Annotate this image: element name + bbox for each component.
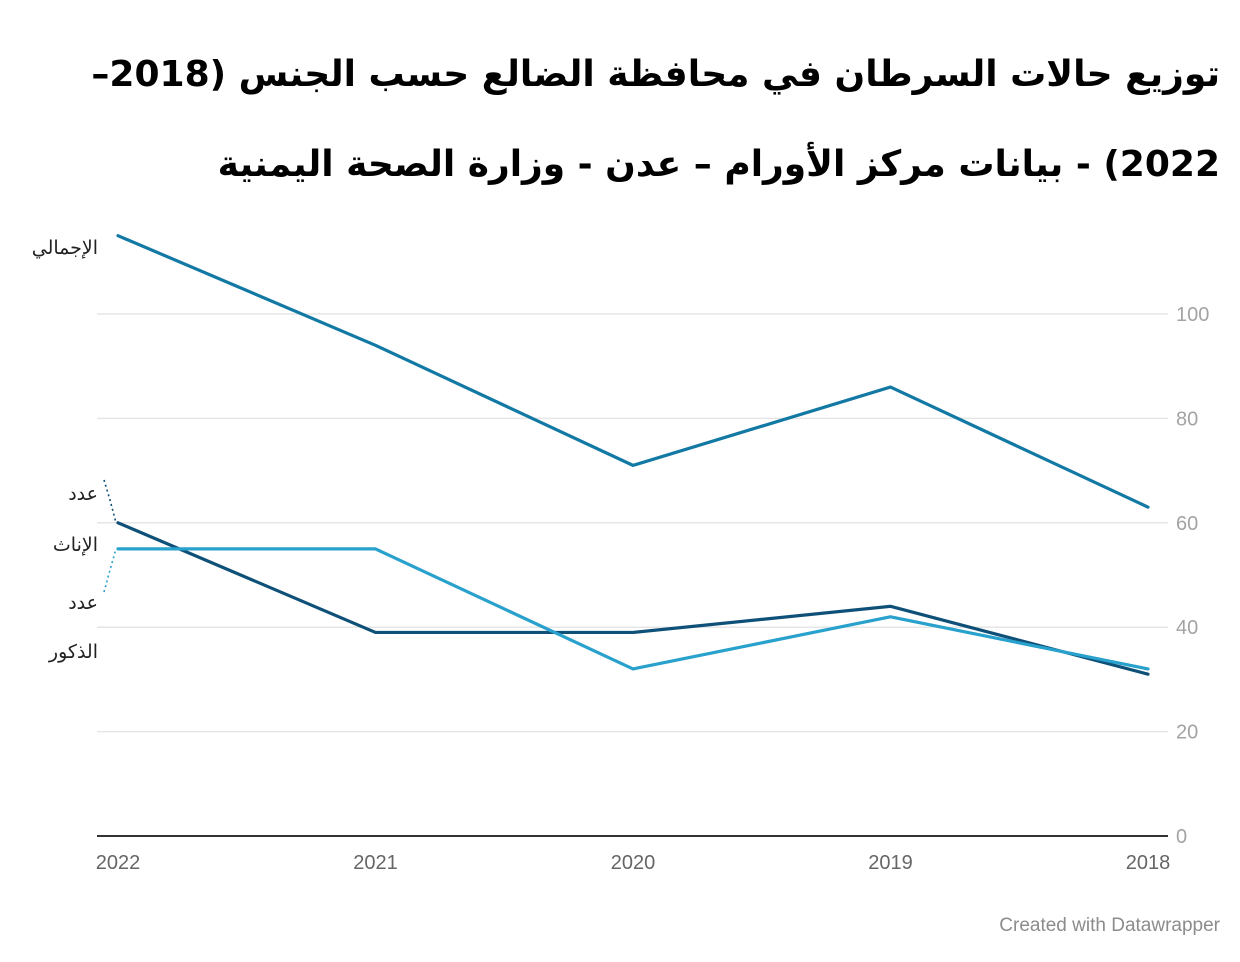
series-lines [116, 234, 1150, 676]
x-tick-label: 2020 [611, 852, 656, 874]
label-total: الإجمالي [32, 237, 98, 259]
label-females-line2: الإناث [53, 534, 98, 556]
label-females-line1: عدد [68, 592, 98, 614]
y-tick-label: 80 [1176, 408, 1198, 430]
y-tick-label: 100 [1176, 304, 1209, 326]
chart-title: توزيع حالات السرطان في محافظة الضالع حسب… [91, 54, 1220, 185]
series-labels: الإجمالي عدد الإناث عدد الذكور [32, 237, 98, 663]
y-tick-label: 20 [1176, 722, 1198, 744]
x-tick-label: 2019 [868, 852, 913, 874]
leader-males [103, 479, 117, 524]
label-males-line1: عدد [68, 483, 98, 505]
leader-females [103, 548, 117, 593]
y-tick-label: 60 [1176, 513, 1198, 535]
y-tick-label: 40 [1176, 617, 1198, 639]
x-tick-label: 2018 [1126, 852, 1171, 874]
label-leader-lines [103, 479, 117, 593]
datawrapper-credit: Created with Datawrapper [999, 915, 1220, 936]
series-line-females [116, 547, 1150, 671]
x-axis-ticks: 2022 2021 2020 2019 2018 [96, 852, 1171, 874]
series-line-males [116, 521, 1150, 676]
y-tick-label: 0 [1176, 826, 1187, 848]
grid-lines [97, 313, 1168, 733]
y-axis-ticks: 0 20 40 60 80 100 [1176, 304, 1209, 848]
x-tick-label: 2021 [353, 852, 398, 874]
series-line-total [116, 234, 1150, 509]
x-tick-label: 2022 [96, 852, 141, 874]
label-males-line2: الذكور [48, 641, 98, 663]
